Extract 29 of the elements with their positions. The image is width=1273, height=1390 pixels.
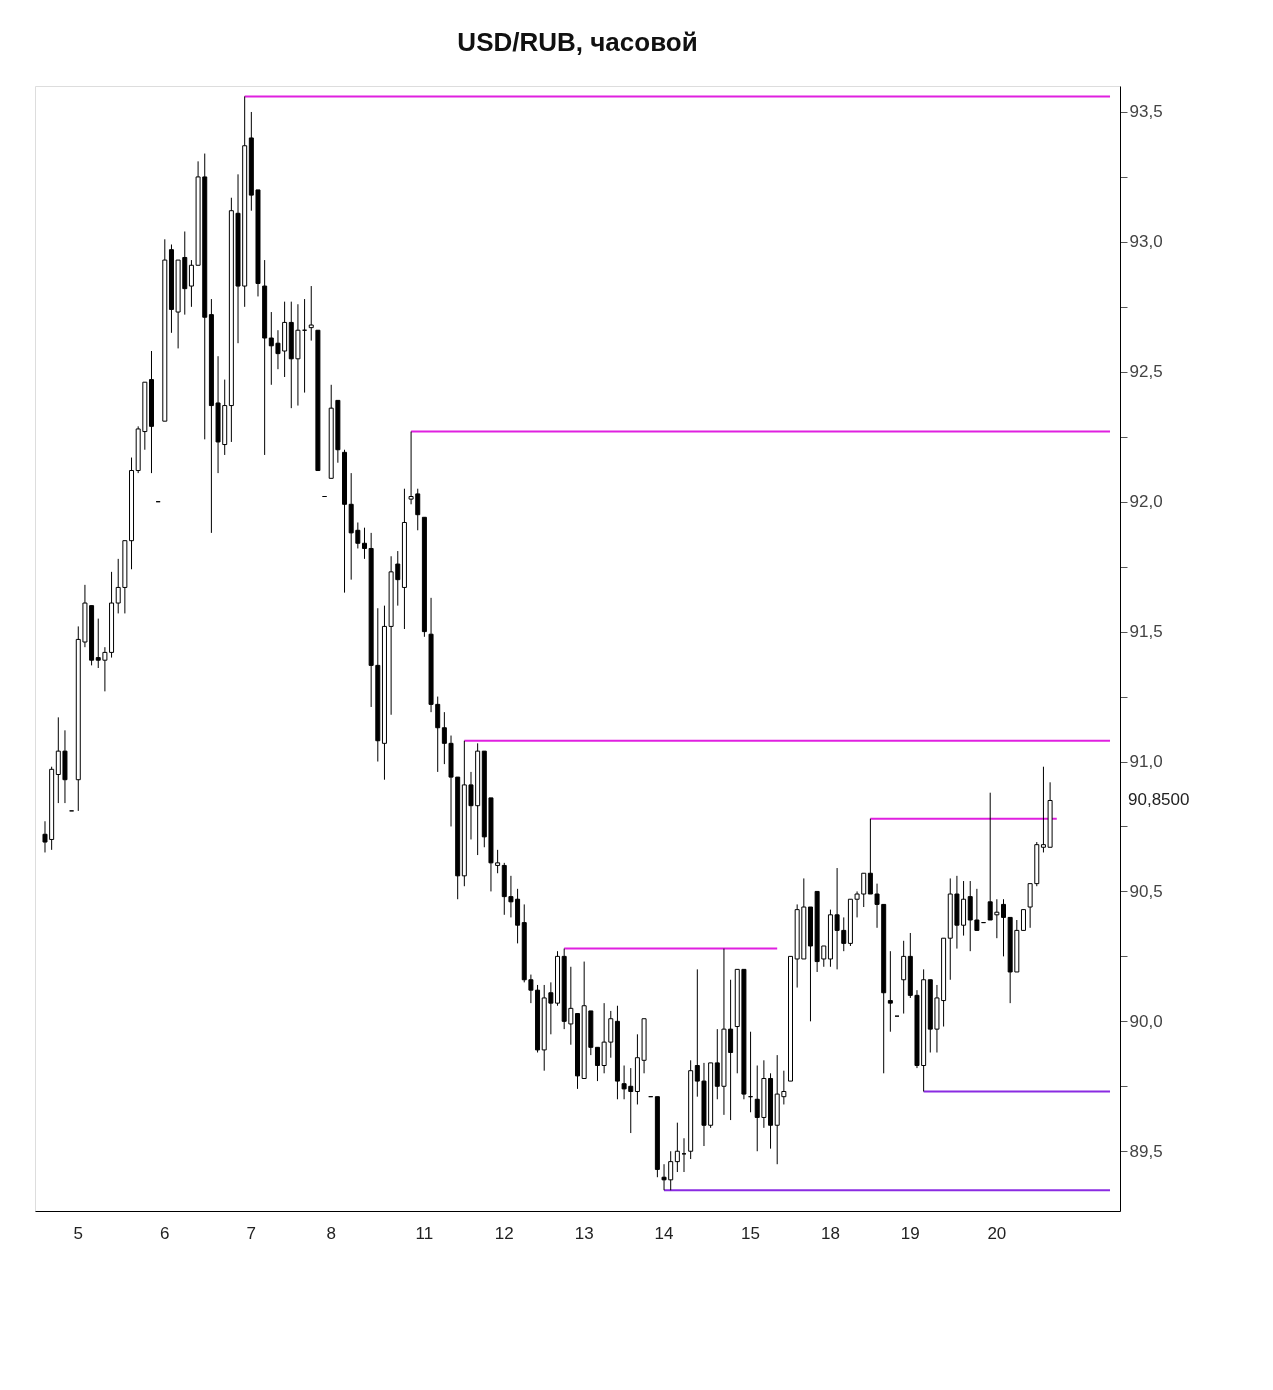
x-tick-label: 6 xyxy=(160,1223,170,1243)
y-tick-label: 90,0 xyxy=(1129,1011,1163,1031)
y-tick-label: 91,5 xyxy=(1129,622,1163,642)
y-tick-label: 92,0 xyxy=(1129,492,1163,512)
y-tick-label: 91,0 xyxy=(1129,752,1163,772)
x-tick-label: 20 xyxy=(987,1223,1007,1243)
y-tick-label: 90,5 xyxy=(1129,881,1163,901)
x-tick-label: 15 xyxy=(741,1223,761,1243)
x-tick-label: 12 xyxy=(494,1223,514,1243)
candlestick xyxy=(887,950,893,1033)
candlestick xyxy=(674,1122,680,1173)
x-tick-label: 7 xyxy=(246,1223,257,1243)
x-tick-label: 18 xyxy=(820,1223,840,1243)
y-tick-label: 92,5 xyxy=(1129,362,1163,382)
y-tick-label: 89,5 xyxy=(1129,1141,1163,1161)
x-tick-label: 5 xyxy=(73,1223,83,1243)
chart-title: USD/RUB, часовой xyxy=(457,27,698,57)
candlestick xyxy=(308,285,314,342)
x-tick-label: 8 xyxy=(326,1223,336,1243)
x-tick-label: 13 xyxy=(574,1223,594,1243)
candlestick xyxy=(361,527,367,560)
candlestick xyxy=(1020,909,1026,931)
text: 90,8500 xyxy=(1128,790,1190,810)
candlestick xyxy=(901,940,907,1015)
y-tick-label: 93,5 xyxy=(1129,102,1163,122)
x-tick-label: 11 xyxy=(415,1223,434,1243)
x-tick-label: 14 xyxy=(654,1223,674,1243)
x-tick-label: 19 xyxy=(900,1223,920,1243)
y-tick-label: 93,0 xyxy=(1129,232,1163,252)
